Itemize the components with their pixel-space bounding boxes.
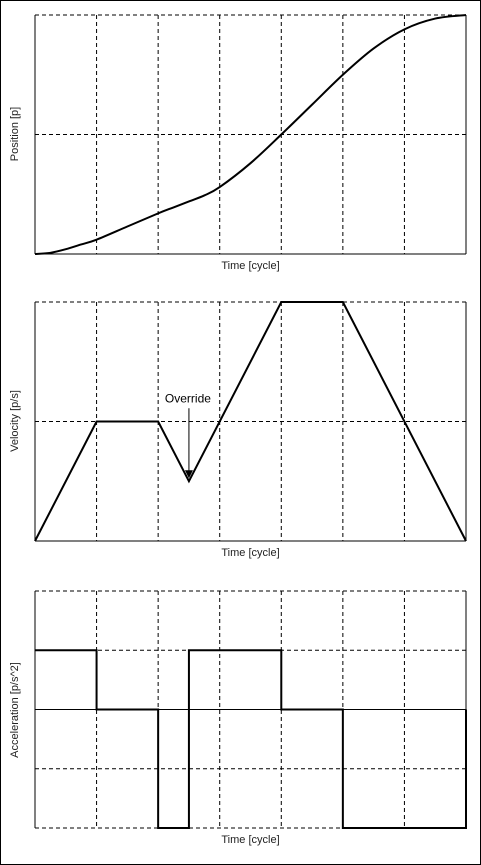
x-axis-label: Time [cycle]	[221, 547, 279, 559]
position-curve	[34, 14, 467, 255]
x-axis-label: Time [cycle]	[221, 834, 279, 846]
y-axis-label: Acceleration [p/s^2]	[9, 662, 21, 758]
velocity-curve	[34, 301, 467, 542]
acceleration-chart: Time [cycle] Acceleration [p/s^2]	[9, 590, 467, 846]
velocity-panel: Override Time [cycle] Velocity [p/s]	[0, 288, 481, 578]
position-panel: Time [cycle] Position [p]	[0, 0, 481, 290]
y-axis-label: Position [p]	[9, 107, 21, 161]
position-chart: Time [cycle] Position [p]	[9, 14, 467, 272]
y-axis-label: Velocity [p/s]	[9, 390, 21, 452]
acceleration-panel: Time [cycle] Acceleration [p/s^2]	[0, 577, 481, 865]
acceleration-curve	[35, 649, 467, 829]
velocity-chart: Override Time [cycle] Velocity [p/s]	[9, 301, 467, 559]
x-axis-label: Time [cycle]	[221, 260, 279, 272]
override-annotation: Override	[165, 391, 211, 405]
override-arrowhead	[184, 470, 193, 479]
